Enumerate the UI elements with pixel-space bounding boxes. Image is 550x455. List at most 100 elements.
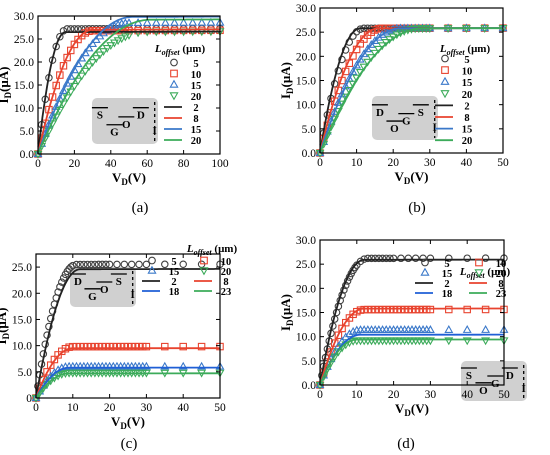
data-point	[91, 55, 101, 64]
data-point	[197, 342, 206, 351]
legend-title: Loffset (μm)	[186, 243, 238, 257]
series-line	[35, 347, 220, 399]
y-tick-label: 20.0	[14, 57, 34, 69]
x-tick-label: 40	[105, 158, 117, 170]
y-axis-label: ID(μA)	[0, 308, 11, 345]
data-point	[59, 274, 68, 282]
panel-label: (d)	[397, 436, 415, 452]
y-tick-label: 10.0	[14, 103, 34, 115]
series-line-2	[37, 30, 220, 155]
inset-box	[461, 361, 527, 401]
data-point	[80, 260, 88, 269]
x-tick-label: 30	[424, 157, 436, 169]
data-point	[366, 39, 376, 48]
data-point	[142, 260, 151, 269]
inset-box	[92, 98, 158, 144]
data-point	[99, 48, 108, 57]
legend-marker	[440, 76, 450, 85]
series-line	[35, 372, 220, 399]
y-tick-label: 0.0	[302, 380, 317, 392]
y-tick-label: 10.0	[12, 341, 32, 353]
y-tick-label: 0.0	[20, 149, 35, 161]
series-line	[37, 15, 220, 155]
series-line	[37, 18, 220, 155]
panel-a: S G O D I 0 20 40 60 80 100 0.0 5.0 10.0 15.0 20.0 25.0 3…	[0, 0, 275, 227]
data-point	[161, 260, 169, 269]
y-axis-label: ID(μA)	[278, 294, 295, 331]
y-tick-label: 25.0	[14, 34, 34, 46]
axes: 0 10 20 30 40 50 0 5.0 10.0 15.0 20.0 25.0 VD(V) ID(μ…	[0, 253, 226, 431]
x-tick-label: 30	[425, 389, 437, 401]
data-point	[206, 17, 216, 26]
inset-label: I	[153, 125, 157, 137]
y-tick-label: 5.0	[302, 124, 317, 136]
data-point	[151, 18, 161, 26]
legend-marker	[199, 267, 209, 276]
data-point	[135, 260, 143, 269]
inset-label: S	[97, 110, 103, 122]
y-tick-label: 10.0	[296, 332, 316, 344]
legend-label: 20	[221, 267, 232, 278]
y-tick-label: 15.0	[12, 314, 32, 326]
x-tick-label: 20	[387, 157, 399, 169]
x-tick-label: 40	[461, 389, 473, 401]
series-line	[319, 338, 504, 386]
x-tick-label: 100	[211, 158, 229, 170]
data-point	[375, 254, 383, 263]
legend-title: Loffset (μm)	[439, 43, 491, 57]
y-tick-label: 15.0	[296, 76, 316, 88]
x-tick-label: 40	[177, 402, 189, 414]
data-point	[45, 322, 53, 331]
data-point	[69, 82, 79, 91]
data-point	[87, 260, 95, 269]
data-point	[341, 93, 351, 102]
data-point	[348, 67, 358, 75]
y-tick-label: 20.0	[12, 288, 32, 300]
y-tick-label: 5.0	[302, 356, 317, 368]
series-line	[319, 333, 504, 386]
data-point	[56, 71, 64, 79]
data-point	[76, 260, 84, 269]
x-tick-label: 0	[33, 402, 39, 414]
y-tick-label: 5.0	[20, 126, 35, 138]
data-point	[113, 260, 121, 269]
device-inset: SOGDI	[460, 361, 527, 401]
legend-marker	[147, 265, 157, 274]
data-point	[98, 260, 106, 269]
x-tick-label: 60	[141, 158, 153, 170]
inset-label: O	[479, 385, 488, 397]
inset-label: G	[402, 116, 411, 128]
data-point	[367, 254, 376, 263]
data-point	[359, 49, 369, 58]
data-point	[95, 51, 105, 60]
data-point	[333, 97, 343, 106]
series-line-8	[35, 347, 220, 399]
data-point	[91, 260, 99, 269]
x-tick-label: 10	[67, 402, 79, 414]
inset-label: D	[506, 370, 514, 382]
legend-marker	[441, 66, 449, 74]
panel-label: (b)	[408, 200, 426, 216]
x-axis-label: VD(V)	[112, 170, 146, 187]
x-tick-label: 0	[317, 389, 323, 401]
data-point	[463, 305, 471, 314]
legend-label: 2	[171, 277, 176, 288]
data-point	[411, 254, 420, 263]
y-tick-label: 25.0	[12, 262, 32, 274]
panel-b: D O G S I 0 10 20 30 40 50 0.0 5.0 10.0 15.0 20.0 25.0 30…	[275, 0, 550, 227]
data-point	[134, 24, 142, 33]
data-point	[105, 260, 114, 269]
data-point	[445, 305, 453, 314]
legend-label: 5	[444, 259, 449, 270]
legend: Loffset (μm) 5 10 15 20 2 8 18 23	[142, 243, 237, 298]
legend-marker	[420, 267, 430, 276]
legend: Loffset (μm) 5 10 15 20 2 8 18 23	[415, 258, 510, 300]
series-line-2	[35, 268, 220, 399]
y-axis-label: ID(μA)	[0, 67, 13, 104]
inset-label: D	[137, 110, 145, 122]
series-line-8	[319, 307, 504, 386]
legend-label: 5	[171, 257, 176, 268]
